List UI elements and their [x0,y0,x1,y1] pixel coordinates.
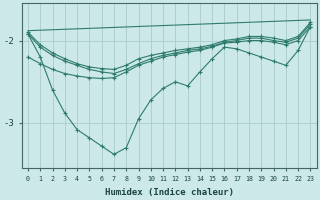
X-axis label: Humidex (Indice chaleur): Humidex (Indice chaleur) [105,188,234,197]
